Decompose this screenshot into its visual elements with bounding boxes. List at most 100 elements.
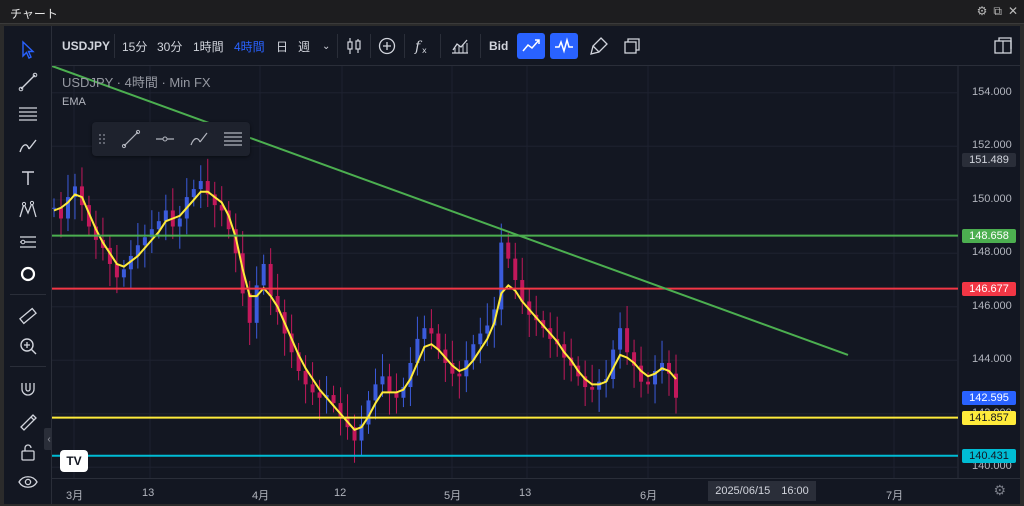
candle-body (520, 280, 525, 302)
fib-icon[interactable] (12, 100, 44, 128)
candle-body (597, 381, 602, 390)
lock-icon[interactable] (12, 438, 44, 466)
interval-1h[interactable]: 1時間 (193, 39, 224, 54)
candle-body (156, 221, 161, 230)
pulse-chart-icon[interactable] (550, 33, 578, 59)
candle-body (429, 328, 434, 334)
trend-chart-icon[interactable] (517, 33, 545, 59)
symbol-label[interactable]: USDJPY (62, 39, 111, 53)
crosshair-time-label: 2025/06/15 16:00 (708, 481, 816, 501)
price-tick-label: 140.000 (972, 460, 1012, 473)
toolbar-divider (337, 34, 338, 58)
candle-body (86, 205, 91, 227)
candle-body (254, 285, 259, 323)
templates-icon[interactable] (446, 33, 474, 59)
prediction-icon[interactable] (12, 228, 44, 256)
ruler-icon[interactable] (12, 302, 44, 330)
candle-body (359, 424, 364, 441)
pattern-icon[interactable] (12, 196, 44, 224)
toolbar-divider (10, 366, 46, 367)
candle-body (331, 395, 336, 404)
candle-body (506, 242, 511, 259)
toolbar-divider (404, 34, 405, 58)
price-tick-label: 144.000 (972, 353, 1012, 366)
window-buttons: ⚙ ⧉ ✕ (977, 4, 1018, 19)
candle-body (72, 186, 77, 198)
candle-body (191, 189, 196, 198)
brush-clear-icon[interactable] (585, 33, 613, 59)
eye-icon[interactable] (12, 468, 44, 496)
interval-week[interactable]: 週 (298, 39, 311, 54)
candles-icon[interactable] (340, 33, 368, 59)
candle-body (226, 210, 231, 230)
popout-icon[interactable]: ⧉ (993, 4, 1002, 18)
layout-copy-icon[interactable] (618, 33, 646, 59)
candle-body (632, 352, 637, 366)
candle-body (611, 349, 616, 380)
drag-handle-icon[interactable] (94, 127, 110, 151)
candle-body (513, 258, 518, 281)
candle-body (107, 247, 112, 264)
layout-select-icon[interactable] (988, 31, 1018, 61)
candle-body (639, 365, 644, 382)
time-label: 13 (519, 487, 532, 499)
candle-body (338, 403, 343, 417)
svg-text:x: x (422, 46, 427, 55)
brush-icon[interactable] (186, 127, 212, 151)
candle-body (177, 218, 182, 227)
candle-body (352, 427, 357, 441)
chart-legend-ema[interactable]: EMA (62, 96, 86, 108)
toolbar-divider (114, 34, 115, 58)
candle-body (653, 370, 658, 385)
candle-body (590, 387, 595, 390)
interval-30m[interactable]: 30分 (157, 39, 183, 54)
price-level-label: 151.489 (962, 152, 1016, 167)
tradingview-logo[interactable]: TV (60, 450, 88, 472)
candle-body (219, 205, 224, 211)
settings-icon[interactable]: ⚙ (976, 4, 988, 18)
price-tick-label: 146.000 (972, 299, 1012, 312)
bid-button[interactable]: Bid (489, 39, 509, 53)
candle-body (499, 242, 504, 310)
candle-body (289, 333, 294, 353)
svg-text:f: f (414, 39, 423, 55)
horizontal-ray-icon[interactable] (152, 127, 178, 151)
candle-body (660, 362, 665, 371)
lock-drawing-icon[interactable] (12, 406, 44, 434)
collapse-toolbar-button[interactable]: ‹ (44, 428, 54, 450)
chart-settings-icon[interactable]: ⚙ (993, 482, 1006, 498)
candle-body (646, 381, 651, 385)
cursor-icon[interactable] (12, 36, 44, 64)
candle-body (128, 255, 133, 270)
candle-body (310, 384, 315, 393)
interval-day[interactable]: 日 (276, 39, 289, 54)
candle-body (485, 325, 490, 334)
interval-15m[interactable]: 15分 (122, 39, 148, 54)
trendline-icon[interactable] (12, 68, 44, 96)
candle-body (394, 392, 399, 398)
candle-body (268, 263, 273, 297)
chevron-down-icon[interactable]: ⌄ (322, 40, 331, 52)
fib-icon[interactable] (220, 127, 246, 151)
shape-circle-icon[interactable] (12, 260, 44, 288)
candle-body (296, 352, 301, 371)
trendline-icon[interactable] (118, 127, 144, 151)
zoom-in-icon[interactable] (12, 332, 44, 360)
candle-body (58, 207, 63, 219)
close-icon[interactable]: ✕ (1007, 4, 1018, 18)
candle-body (240, 253, 245, 294)
trend-line (52, 66, 849, 356)
text-icon[interactable] (12, 164, 44, 192)
brush-icon[interactable] (12, 132, 44, 160)
compare-add-icon[interactable] (373, 33, 401, 59)
time-label: 13 (142, 487, 155, 499)
candle-body (415, 338, 420, 363)
toolbar-divider (440, 34, 441, 58)
candle-body (275, 296, 280, 313)
time-scale[interactable]: 3月 13 4月 12 5月 13 6月 7月 (52, 478, 1020, 504)
candle-body (205, 181, 210, 195)
candle-body (303, 370, 308, 385)
interval-4h[interactable]: 4時間 (234, 39, 265, 54)
magnet-icon[interactable] (12, 374, 44, 402)
